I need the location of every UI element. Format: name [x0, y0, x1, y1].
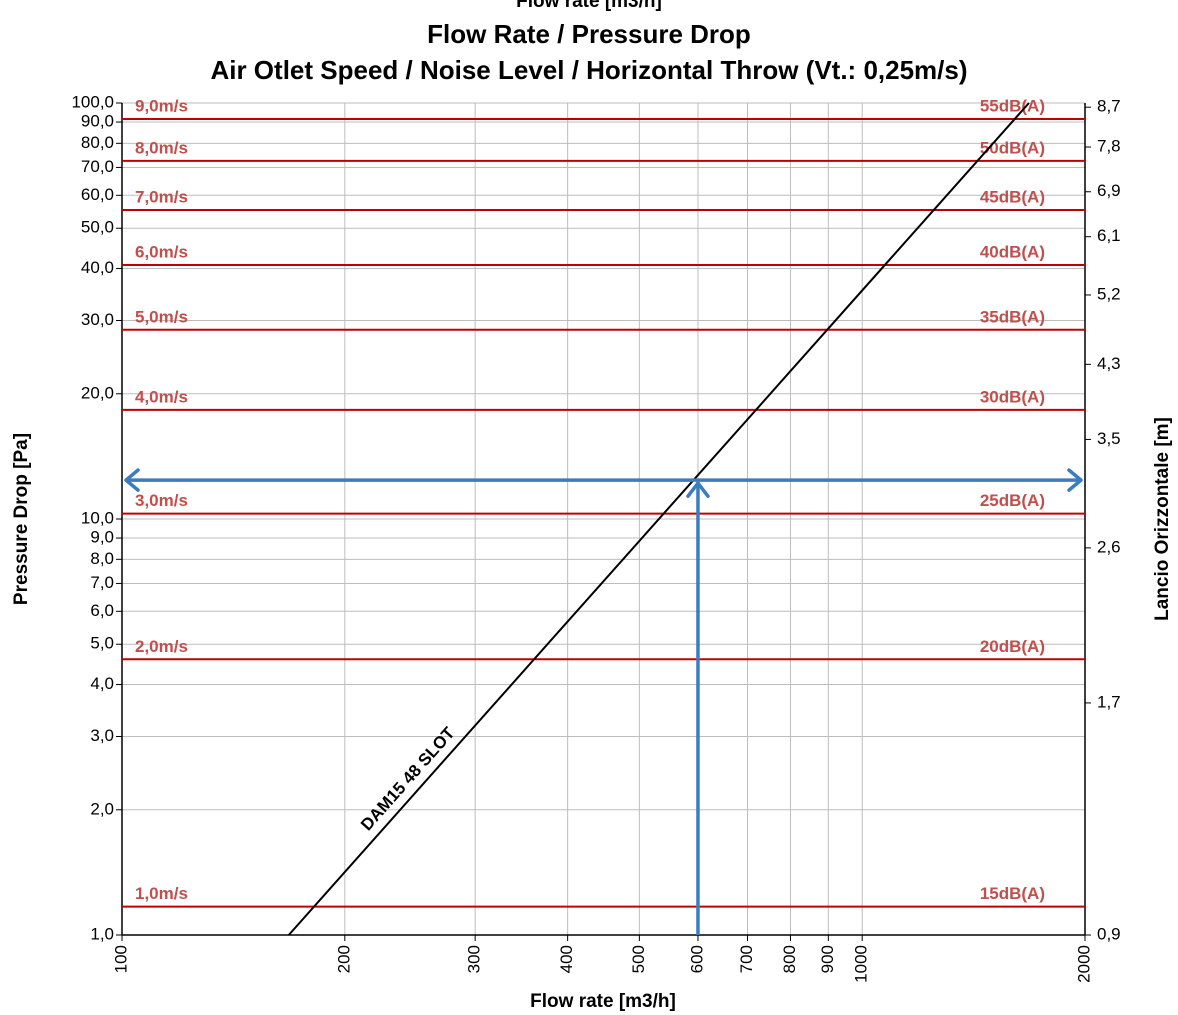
noise-label: 25dB(A)	[980, 491, 1045, 510]
y-tick-label: 90,0	[81, 112, 114, 131]
y-tick-label: 3,0	[90, 726, 114, 745]
y2-tick-label: 5,2	[1097, 284, 1121, 303]
series-label: DAM15 48 SLOT	[357, 723, 459, 834]
noise-label: 55dB(A)	[980, 97, 1045, 116]
noise-label: 30dB(A)	[980, 387, 1045, 406]
y-tick-label: 70,0	[81, 157, 114, 176]
x-tick-label: 600	[687, 945, 706, 973]
x-tick-label: 300	[465, 945, 484, 973]
x-tick-label: 900	[818, 945, 837, 973]
x-tick-label: 800	[780, 945, 799, 973]
y-tick-label: 1,0	[90, 924, 114, 943]
y-tick-label: 9,0	[90, 528, 114, 547]
noise-label: 45dB(A)	[980, 188, 1045, 207]
x-tick-label: 1000	[852, 945, 871, 983]
speed-label: 8,0m/s	[135, 138, 188, 157]
y2-tick-label: 6,9	[1097, 181, 1121, 200]
speed-label: 2,0m/s	[135, 637, 188, 656]
noise-label: 35dB(A)	[980, 307, 1045, 326]
y2-tick-label: 3,5	[1097, 429, 1121, 448]
noise-label: 15dB(A)	[980, 884, 1045, 903]
y2-tick-label: 7,8	[1097, 137, 1121, 156]
noise-label: 50dB(A)	[980, 138, 1045, 157]
y-tick-label: 5,0	[90, 634, 114, 653]
y2-tick-label: 1,7	[1097, 692, 1121, 711]
speed-label: 6,0m/s	[135, 242, 188, 261]
noise-label: 20dB(A)	[980, 637, 1045, 656]
x-tick-label: 2000	[1074, 945, 1093, 983]
x-axis-label: Flow rate [m3/h]	[530, 991, 676, 1012]
y-tick-label: 80,0	[81, 133, 114, 152]
y2-axis-label: Lancio Orizzontale [m]	[1152, 417, 1173, 621]
x-tick-label: 100	[111, 945, 130, 973]
y-tick-label: 40,0	[81, 258, 114, 277]
chart-subtitle: Air Otlet Speed / Noise Level / Horizont…	[210, 55, 967, 85]
y-tick-label: 6,0	[90, 601, 114, 620]
speed-label: 5,0m/s	[135, 307, 188, 326]
y-tick-label: 7,0	[90, 573, 114, 592]
x-tick-label: 700	[737, 945, 756, 973]
speed-label: 9,0m/s	[135, 97, 188, 116]
arrow-head	[686, 481, 710, 498]
top-label: Flow rate [m3/h]	[516, 0, 662, 12]
noise-label: 40dB(A)	[980, 242, 1045, 261]
y2-tick-label: 0,9	[1097, 924, 1121, 943]
y-tick-label: 20,0	[81, 383, 114, 402]
x-tick-label: 200	[334, 945, 353, 973]
y2-tick-label: 4,3	[1097, 354, 1121, 373]
y-tick-label: 30,0	[81, 310, 114, 329]
chart-title: Flow Rate / Pressure Drop	[427, 19, 751, 49]
y-tick-label: 10,0	[81, 508, 114, 527]
speed-label: 1,0m/s	[135, 884, 188, 903]
speed-label: 4,0m/s	[135, 387, 188, 406]
y-tick-label: 60,0	[81, 185, 114, 204]
y2-tick-label: 6,1	[1097, 226, 1121, 245]
x-tick-label: 400	[557, 945, 576, 973]
y2-tick-label: 2,6	[1097, 537, 1121, 556]
y-tick-label: 2,0	[90, 799, 114, 818]
y-tick-label: 4,0	[90, 674, 114, 693]
y-tick-label: 8,0	[90, 549, 114, 568]
series-line	[288, 102, 1030, 936]
arrow-head	[124, 468, 140, 492]
arrow-head	[1067, 468, 1083, 492]
y-tick-label: 100,0	[71, 92, 114, 111]
speed-label: 7,0m/s	[135, 188, 188, 207]
y-axis-label: Pressure Drop [Pa]	[11, 433, 32, 605]
speed-label: 3,0m/s	[135, 491, 188, 510]
y-tick-label: 50,0	[81, 218, 114, 237]
x-tick-label: 500	[629, 945, 648, 973]
y2-tick-label: 8,7	[1097, 97, 1121, 116]
